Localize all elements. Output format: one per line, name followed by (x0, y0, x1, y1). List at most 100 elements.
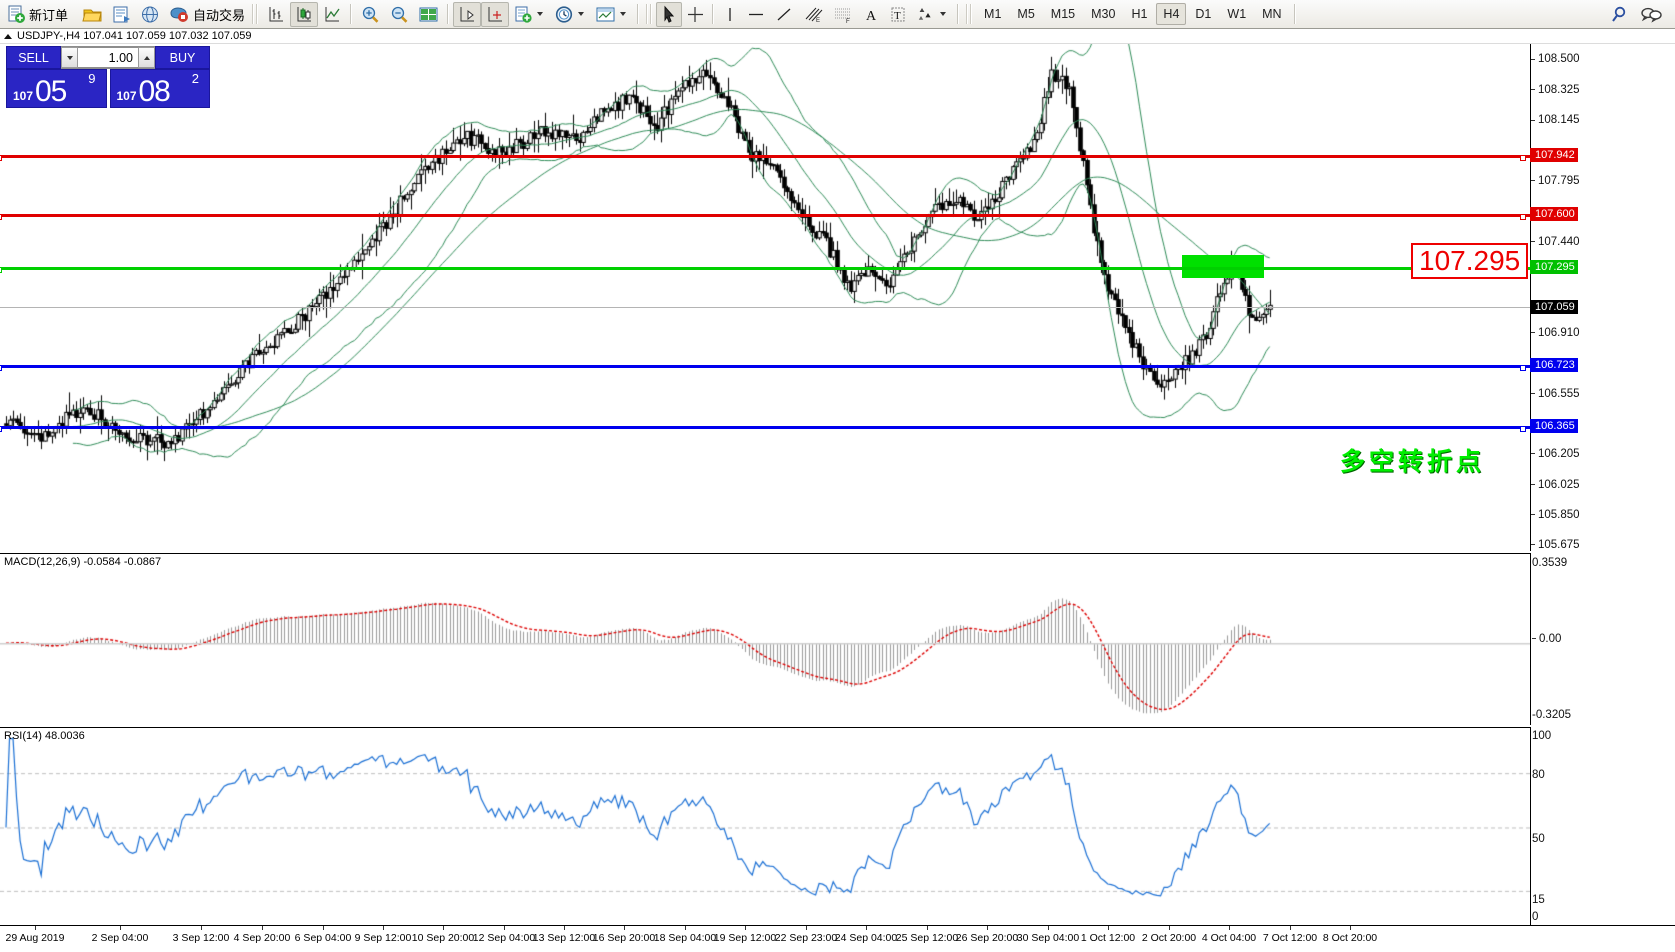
globe-icon (142, 6, 159, 22)
timeframe-m15[interactable]: M15 (1050, 7, 1076, 21)
chevron-down-icon[interactable] (537, 12, 544, 16)
time-label-18: 2 Oct 20:00 (1141, 932, 1197, 944)
price-tick-105-675: 105.675 (1531, 539, 1580, 551)
cursor-tool[interactable] (656, 1, 683, 27)
price-chart-pane[interactable] (0, 44, 1530, 551)
shapes-tool[interactable] (912, 2, 953, 27)
price-label-resistance-1[interactable]: 107.942 (1530, 148, 1578, 163)
volume-decrement-button[interactable] (61, 47, 78, 68)
templates-button[interactable] (591, 2, 633, 27)
time-label-12: 22 Sep 23:00 (774, 932, 838, 944)
sell-button[interactable]: SELL (6, 46, 61, 69)
auto-scroll-button[interactable] (453, 1, 482, 27)
buy-price-prefix: 107 (116, 89, 137, 103)
chevron-down-icon-3[interactable] (620, 12, 627, 16)
zoom-in-button[interactable] (356, 2, 385, 27)
toolbar-grip-3[interactable] (966, 4, 974, 24)
periodicity-button[interactable] (550, 2, 591, 27)
chevron-down-icon-4[interactable] (940, 12, 947, 16)
macd-label: MACD(12,26,9) -0.0584 -0.0867 (4, 556, 162, 568)
equidistant-channel-tool[interactable]: E (798, 2, 828, 27)
chat-icon[interactable] (1639, 5, 1663, 24)
timeframe-mn[interactable]: MN (1262, 7, 1282, 21)
price-tick-107-795: 107.795 (1531, 175, 1580, 187)
toolbar-grip[interactable] (252, 4, 260, 24)
timeframe-m1[interactable]: M1 (984, 7, 1002, 21)
toolbar-separator-6 (1293, 4, 1296, 24)
time-tick-8 (564, 926, 565, 930)
zoom-out-button[interactable] (385, 2, 414, 27)
macd-scale[interactable]: 0.3539 0.00 -0.3205 (1530, 553, 1675, 725)
crosshair-tool[interactable] (682, 2, 708, 27)
level-line-resistance-2[interactable] (0, 214, 1530, 221)
timeframe-m30[interactable]: M30 (1091, 7, 1116, 21)
candlestick-chart-button[interactable] (290, 1, 319, 27)
buy-button[interactable]: BUY (155, 46, 210, 69)
time-tick-6 (443, 926, 444, 930)
bar-chart-icon (269, 6, 284, 21)
timeframe-w1[interactable]: W1 (1227, 7, 1247, 21)
one-click-trading-panel[interactable]: SELL 1.00 BUY 107 05 9 107 08 2 (6, 46, 210, 108)
sell-price-display[interactable]: 107 05 9 (6, 69, 107, 108)
timeframe-h1[interactable]: H1 (1131, 7, 1148, 21)
bar-chart-button[interactable] (262, 2, 290, 27)
time-label-13: 24 Sep 04:00 (834, 932, 898, 944)
indicators-button[interactable] (509, 2, 550, 27)
price-label-pivot-line[interactable]: 107.295 (1530, 259, 1578, 274)
fibonacci-retracement-tool[interactable]: F (828, 2, 858, 27)
level-line-pivot-line[interactable] (0, 266, 1530, 273)
chevron-down-icon-2[interactable] (578, 12, 585, 16)
text-label-icon: T (891, 7, 905, 22)
rsi-canvas[interactable] (0, 728, 1530, 926)
macd-canvas[interactable] (0, 554, 1530, 726)
price-chart-canvas[interactable] (0, 44, 1530, 551)
chart-shift-icon (488, 6, 503, 21)
timeframe-h4[interactable]: H4 (1156, 3, 1187, 25)
price-label-support-2[interactable]: 106.365 (1530, 419, 1578, 434)
time-tick-14 (927, 926, 928, 930)
level-line-support-2[interactable] (0, 426, 1530, 433)
rsi-scale[interactable]: 100 80 50 15 0 (1530, 727, 1675, 925)
autotrade-button[interactable]: 自动交易 (165, 2, 249, 27)
volume-field-group[interactable]: 1.00 (61, 46, 155, 69)
time-label-11: 19 Sep 12:00 (713, 932, 777, 944)
trendline-tool[interactable] (770, 2, 798, 27)
buy-price-display[interactable]: 107 08 2 (109, 69, 210, 108)
collapse-triangle-icon[interactable] (4, 33, 12, 39)
text-label-tool[interactable]: T (884, 2, 912, 27)
search-icon[interactable] (1609, 5, 1629, 24)
volume-input[interactable]: 1.00 (78, 47, 138, 68)
profiles-button[interactable] (107, 2, 136, 27)
vertical-line-tool[interactable] (718, 2, 742, 27)
new-order-button[interactable]: 新订单 (2, 2, 72, 27)
price-label-current-price[interactable]: 107.059 (1530, 300, 1578, 315)
line-chart-icon (325, 6, 340, 21)
indicators-icon (515, 6, 532, 23)
horizontal-line-tool[interactable] (742, 2, 770, 27)
chart-shift-button[interactable] (481, 1, 510, 27)
template-icon (596, 7, 615, 21)
volume-increment-button[interactable] (138, 47, 155, 68)
price-scale[interactable]: 108.500 108.325 108.145 107.795 107.440 106.9… (1530, 44, 1675, 551)
price-callout-box[interactable]: 107.295 (1411, 243, 1529, 280)
timeframe-m5[interactable]: M5 (1017, 7, 1035, 21)
time-axis[interactable]: 29 Aug 2019 2 Sep 04:00 3 Sep 12:00 4 Sep 2… (0, 925, 1675, 952)
line-chart-button[interactable] (318, 2, 346, 27)
text-tool[interactable]: A (858, 2, 884, 27)
time-label-4: 6 Sep 04:00 (294, 932, 352, 944)
auto-scroll-icon (460, 6, 475, 21)
rsi-pane[interactable]: RSI(14) 48.0036 (0, 727, 1530, 926)
price-label-resistance-2[interactable]: 107.600 (1530, 207, 1578, 222)
level-line-support-1[interactable] (0, 364, 1530, 371)
turning-point-annotation[interactable]: 多空转折点 (1340, 448, 1486, 476)
market-watch-button[interactable] (136, 2, 165, 27)
clock-icon (555, 5, 573, 23)
level-line-resistance-1[interactable] (0, 155, 1530, 162)
timeframe-d1[interactable]: D1 (1195, 7, 1212, 21)
price-label-support-1[interactable]: 106.723 (1530, 357, 1578, 372)
open-folder-button[interactable] (78, 2, 107, 27)
macd-pane[interactable]: MACD(12,26,9) -0.0584 -0.0867 (0, 553, 1530, 726)
supply-demand-zone[interactable] (1182, 255, 1264, 278)
tile-windows-button[interactable] (414, 2, 443, 27)
toolbar-grip-2[interactable] (646, 4, 654, 24)
